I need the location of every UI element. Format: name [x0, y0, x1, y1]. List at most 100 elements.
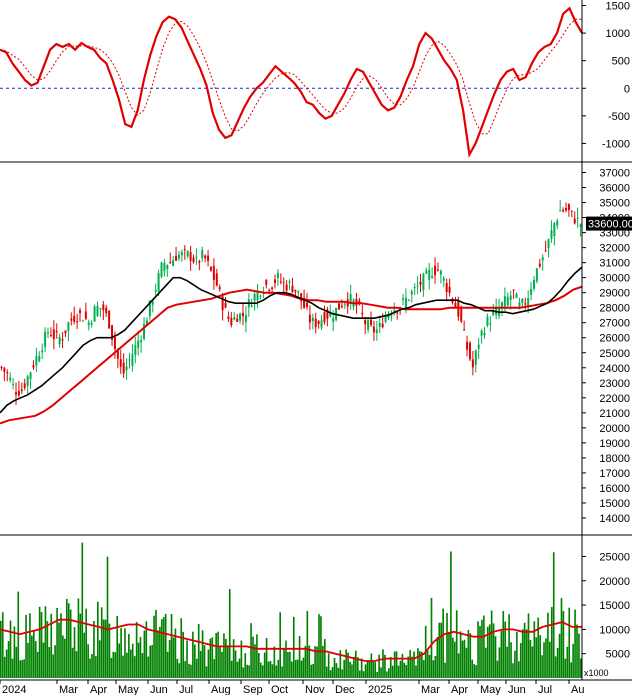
volume-bar	[419, 651, 421, 678]
candle-up	[559, 210, 562, 212]
candle-up	[367, 320, 370, 330]
volume-bar	[496, 660, 499, 678]
volume-bar	[159, 626, 161, 678]
candle-up	[518, 302, 521, 307]
candle-down	[448, 286, 451, 293]
candle-down	[419, 281, 422, 285]
volume-bar	[65, 598, 68, 678]
volume-bar	[444, 662, 446, 678]
candle-down	[79, 310, 82, 314]
candle-up	[579, 224, 582, 227]
candle-up	[515, 293, 518, 298]
x-tick-label: Jul	[179, 684, 193, 695]
volume-bar	[238, 658, 241, 678]
candle-down	[32, 365, 35, 368]
volume-bar	[376, 671, 378, 678]
volume-bar	[498, 647, 501, 678]
candle-down	[15, 392, 18, 395]
candle-up	[483, 333, 486, 336]
candle-up	[556, 220, 559, 226]
candle-up	[143, 324, 146, 339]
volume-bar	[157, 630, 159, 678]
candle-up	[332, 318, 335, 322]
candle-up	[93, 306, 96, 322]
volume-bar	[294, 659, 297, 678]
volume-tick-label: 20000	[599, 576, 630, 588]
candle-up	[413, 287, 416, 289]
volume-bar	[432, 660, 435, 678]
volume-bar	[89, 658, 91, 678]
candle-down	[175, 255, 178, 261]
volume-bar	[155, 609, 157, 678]
price-tick-label: 37000	[599, 168, 630, 180]
candle-down	[468, 342, 471, 360]
candle-down	[361, 312, 364, 315]
volume-bar	[211, 637, 214, 678]
volume-bar	[221, 651, 223, 678]
volume-bar	[217, 631, 219, 678]
candle-down	[294, 289, 297, 292]
volume-bar	[230, 660, 233, 678]
volume-bar	[120, 628, 122, 678]
candle-down	[119, 359, 122, 367]
x-tick-label: Sep	[243, 684, 263, 695]
volume-bar	[388, 668, 390, 678]
volume-tick-label: 10000	[599, 624, 630, 636]
candle-down	[3, 367, 6, 372]
volume-bar	[570, 662, 572, 678]
candle-up	[250, 305, 253, 307]
candle-up	[253, 293, 256, 301]
volume-bar	[100, 607, 103, 678]
volume-bar	[360, 658, 363, 678]
volume-bar	[124, 628, 126, 678]
volume-bar	[141, 653, 144, 678]
volume-bar	[180, 618, 183, 678]
volume-bar	[271, 664, 274, 678]
volume-bar	[298, 636, 301, 678]
volume-bar	[316, 646, 318, 678]
candle-up	[186, 251, 189, 257]
price-tick-label: 33000	[599, 228, 630, 240]
x-tick-label: Jul	[538, 684, 552, 695]
volume-bar	[438, 622, 441, 678]
candle-down	[236, 318, 239, 322]
volume-bar	[0, 620, 2, 678]
volume-bar	[549, 641, 551, 678]
volume-bar	[327, 653, 330, 678]
volume-bar	[486, 626, 489, 678]
candle-down	[189, 252, 192, 261]
candle-up	[329, 313, 332, 317]
volume-bar	[83, 632, 86, 678]
price-tick-label: 14000	[599, 513, 630, 525]
volume-bar	[73, 627, 76, 678]
volume-bar	[318, 614, 320, 678]
volume-bar	[1, 612, 4, 678]
volume-bar	[568, 607, 571, 678]
candle-down	[105, 307, 108, 314]
candle-down	[108, 310, 111, 329]
volume-bar	[62, 635, 64, 678]
candle-down	[17, 391, 20, 396]
volume-bar	[9, 620, 12, 678]
candle-up	[145, 320, 148, 326]
volume-bar	[463, 639, 466, 678]
candle-up	[157, 273, 160, 292]
volume-bar	[308, 645, 311, 678]
volume-bar	[240, 640, 243, 678]
volume-bar	[192, 631, 194, 678]
candle-up	[41, 350, 44, 353]
candle-up	[576, 217, 579, 219]
volume-bar	[442, 608, 444, 678]
candle-up	[38, 355, 41, 362]
candle-down	[271, 287, 274, 289]
price-tick-label: 19000	[599, 438, 630, 450]
candle-down	[6, 372, 9, 374]
last-price-box	[586, 216, 632, 231]
candle-up	[410, 291, 413, 295]
volume-bar	[320, 616, 322, 678]
volume-bar	[580, 658, 582, 678]
candle-down	[538, 263, 541, 267]
volume-bar	[564, 658, 567, 678]
volume-bar	[525, 629, 528, 678]
volume-bar	[168, 640, 171, 678]
